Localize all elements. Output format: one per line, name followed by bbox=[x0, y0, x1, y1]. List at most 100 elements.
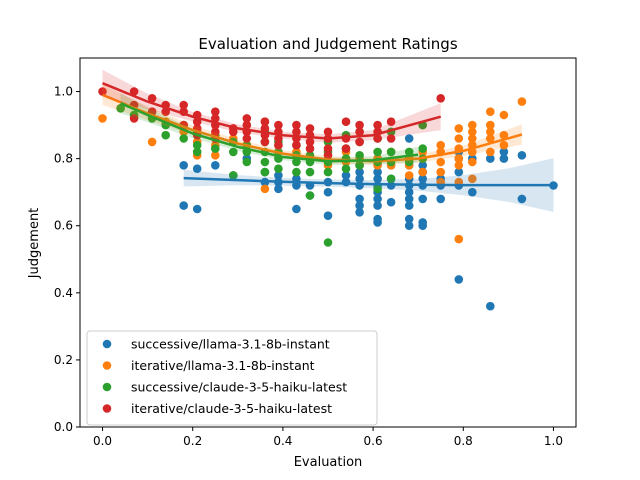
data-point bbox=[179, 201, 188, 210]
data-point bbox=[418, 174, 428, 184]
data-point bbox=[386, 197, 396, 207]
series-0-points bbox=[179, 134, 558, 311]
plot-frame bbox=[79, 57, 577, 428]
data-point bbox=[373, 184, 382, 194]
data-point bbox=[418, 161, 428, 170]
y-tick-label: 0.0 bbox=[54, 420, 73, 434]
y-tick-label: 0.2 bbox=[54, 353, 73, 367]
data-point bbox=[211, 127, 220, 137]
data-point bbox=[147, 137, 157, 147]
data-point bbox=[292, 140, 301, 150]
legend-label: iterative/claude-3-5-haiku-latest bbox=[131, 401, 332, 416]
data-point bbox=[211, 144, 220, 153]
data-point bbox=[211, 114, 220, 123]
data-point bbox=[454, 134, 464, 143]
data-point bbox=[404, 134, 414, 143]
data-point bbox=[486, 127, 495, 137]
data-point bbox=[147, 94, 157, 103]
data-point bbox=[161, 130, 170, 140]
data-point bbox=[517, 194, 527, 204]
data-point bbox=[116, 104, 125, 113]
series-3-confidence-band bbox=[102, 69, 441, 143]
data-point bbox=[260, 157, 270, 167]
series-0-trend-line bbox=[183, 176, 554, 187]
data-point bbox=[418, 167, 428, 177]
series-1-trend-line bbox=[102, 93, 523, 163]
data-point bbox=[98, 114, 107, 123]
plot-area bbox=[98, 69, 558, 311]
data-point bbox=[454, 124, 464, 133]
y-tick-label: 0.8 bbox=[54, 152, 73, 166]
data-point bbox=[260, 137, 270, 147]
data-point bbox=[341, 144, 351, 153]
data-point bbox=[404, 171, 414, 180]
data-point bbox=[323, 127, 333, 137]
data-point bbox=[274, 184, 283, 194]
data-point bbox=[323, 144, 333, 153]
x-tick-label: 0.2 bbox=[183, 434, 202, 448]
data-point bbox=[355, 201, 364, 210]
legend-marker bbox=[102, 404, 112, 413]
data-point bbox=[499, 154, 509, 163]
data-point bbox=[260, 117, 270, 126]
data-point bbox=[517, 97, 527, 106]
data-point bbox=[373, 134, 382, 143]
data-point bbox=[211, 151, 220, 160]
data-point bbox=[468, 157, 477, 167]
legend-label: successive/claude-3-5-haiku-latest bbox=[131, 380, 347, 395]
data-point bbox=[373, 201, 382, 210]
data-point bbox=[274, 164, 283, 173]
data-point bbox=[341, 171, 351, 180]
data-point bbox=[454, 234, 464, 244]
data-point bbox=[468, 134, 477, 143]
data-point bbox=[468, 187, 477, 197]
data-point bbox=[179, 161, 188, 170]
data-point bbox=[486, 120, 495, 130]
data-point bbox=[486, 154, 495, 163]
data-point bbox=[486, 134, 495, 143]
y-axis-title: Judgement bbox=[27, 208, 42, 280]
data-point bbox=[341, 164, 351, 173]
data-point bbox=[373, 214, 382, 224]
data-point bbox=[305, 144, 315, 153]
legend-marker bbox=[102, 339, 112, 349]
data-point bbox=[486, 301, 495, 311]
x-tick-label: 0.4 bbox=[273, 434, 292, 448]
data-point bbox=[418, 218, 428, 227]
data-point bbox=[192, 140, 202, 150]
data-point bbox=[355, 161, 364, 170]
data-point bbox=[292, 157, 301, 167]
data-point bbox=[468, 120, 477, 130]
data-point bbox=[305, 167, 315, 177]
data-point bbox=[355, 151, 364, 160]
data-point bbox=[98, 87, 107, 96]
data-point bbox=[517, 151, 527, 160]
data-point bbox=[468, 174, 477, 184]
data-point bbox=[436, 94, 446, 103]
data-point bbox=[404, 194, 414, 204]
data-point bbox=[486, 147, 495, 157]
data-point bbox=[192, 204, 202, 214]
data-point bbox=[274, 171, 283, 180]
data-point bbox=[260, 184, 270, 194]
data-point bbox=[386, 134, 396, 143]
data-point bbox=[404, 187, 414, 197]
data-point bbox=[355, 137, 364, 147]
data-point bbox=[260, 167, 270, 177]
x-tick-label: 0.6 bbox=[364, 434, 383, 448]
y-tick-label: 1.0 bbox=[54, 85, 73, 99]
data-point bbox=[486, 107, 495, 116]
data-point bbox=[179, 134, 188, 143]
data-point bbox=[274, 140, 283, 150]
chart-title: Evaluation and Judgement Ratings bbox=[198, 35, 457, 53]
data-point bbox=[404, 147, 414, 157]
data-point bbox=[404, 214, 414, 224]
data-point bbox=[305, 124, 315, 133]
x-tick-label: 1.0 bbox=[544, 434, 563, 448]
data-point bbox=[355, 167, 364, 177]
data-point bbox=[454, 275, 464, 284]
data-point bbox=[242, 114, 252, 123]
data-point bbox=[323, 151, 333, 160]
data-point bbox=[341, 117, 351, 126]
data-point bbox=[292, 120, 301, 130]
